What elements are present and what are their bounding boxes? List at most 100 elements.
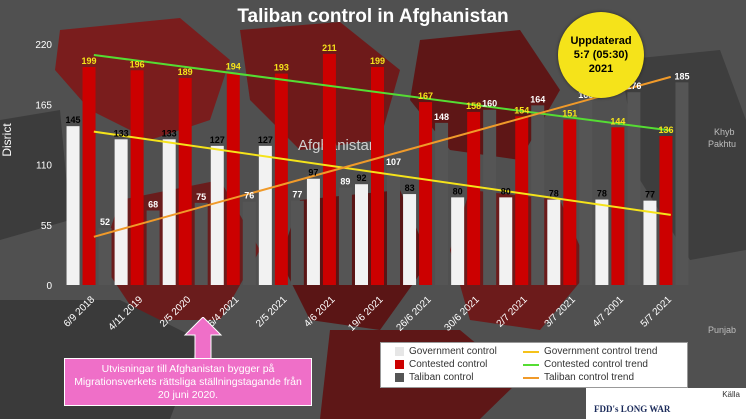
note-line: 20 juni 2020. [157, 388, 219, 401]
bar-government-control [66, 126, 80, 285]
x-tick-label: 26/6 2021 [394, 294, 434, 334]
data-label: 77 [645, 190, 655, 200]
x-tick-label: 2/5 2021 [254, 294, 290, 330]
legend-label: Contested control trend [544, 359, 648, 370]
data-label: 196 [130, 59, 145, 69]
up-arrow-icon [183, 317, 223, 359]
legend-item: Taliban control trend [523, 372, 634, 383]
data-label: 92 [356, 173, 366, 183]
legend-item: Contested control trend [523, 359, 648, 370]
x-tick-label: 30/6 2021 [443, 294, 483, 334]
data-label: 78 [597, 189, 607, 199]
legend-swatch [395, 360, 404, 369]
bar-government-control [114, 139, 128, 285]
data-label: 189 [178, 67, 193, 77]
data-label: 97 [308, 168, 318, 178]
data-label: 75 [196, 192, 206, 202]
data-label: 167 [418, 91, 433, 101]
updated-badge: Uppdaterad 5:7 (05:30) 2021 [558, 12, 644, 98]
data-label: 52 [100, 217, 110, 227]
x-tick-label: 3/7 2021 [543, 294, 579, 330]
legend-label: Taliban control [409, 372, 474, 383]
bars [66, 53, 689, 286]
data-label: 160 [482, 99, 497, 109]
bar-government-control [306, 178, 320, 285]
trend-line-government-control-trend [93, 130, 671, 216]
bar-taliban-control [290, 200, 304, 285]
source-logo: FDD's LONG WAR [594, 404, 671, 414]
bar-taliban-control [387, 167, 400, 285]
y-axis-label: Disrict [0, 123, 14, 157]
data-labels: 145 199 52 133 196 68 133 189 75 127 194 76 127 193 77… [66, 43, 690, 227]
bar-taliban-control [675, 82, 689, 285]
data-label: 107 [386, 157, 401, 167]
source-box: Källa FDD's LONG WAR [586, 388, 746, 419]
data-label: 199 [82, 56, 97, 66]
legend: Government control Contested control Tal… [380, 342, 688, 388]
data-label: 199 [370, 56, 385, 66]
y-tick-label: 0 [46, 281, 52, 292]
bar-taliban-control [194, 202, 208, 285]
map-label-city: Punjab [708, 325, 736, 335]
legend-line [523, 363, 539, 366]
x-axis: 6/9 2018 4/11 2019 2/5 2020 6/4 2021 2/5 202… [62, 294, 675, 334]
bar-contested-control [419, 102, 433, 286]
bar-contested-control [130, 70, 144, 285]
map-label-city: Pakhtu [708, 139, 736, 149]
x-tick-label: 2/7 2021 [495, 294, 531, 330]
data-label: 144 [610, 116, 625, 126]
bar-taliban-control [627, 92, 641, 285]
legend-label: Government control [409, 346, 497, 357]
y-tick-label: 165 [35, 100, 52, 111]
bar-contested-control [467, 111, 481, 285]
y-tick-label: 55 [41, 221, 53, 232]
bar-contested-control [563, 119, 577, 285]
bar-government-control [210, 145, 224, 285]
bar-contested-control [659, 136, 673, 285]
bar-taliban-control [242, 201, 256, 285]
bar-government-control [403, 194, 417, 285]
legend-item: Government control [395, 346, 497, 357]
data-label: 145 [66, 115, 81, 125]
legend-swatch [395, 347, 404, 356]
legend-label: Government control trend [544, 346, 658, 357]
bar-government-control [595, 199, 609, 285]
data-label: 89 [340, 177, 350, 187]
data-label: 151 [562, 109, 577, 119]
bar-contested-control [371, 67, 384, 285]
legend-label: Contested control [409, 359, 488, 370]
badge-line: 5:7 (05:30) [573, 49, 629, 61]
bar-contested-control [226, 72, 240, 286]
bar-government-control [643, 200, 657, 285]
data-label: 164 [530, 94, 545, 104]
bar-contested-control [515, 116, 529, 285]
data-label: 80 [453, 186, 463, 196]
map-region [0, 110, 70, 240]
legend-item: Government control trend [523, 346, 657, 357]
data-label: 133 [162, 128, 177, 138]
data-label: 68 [148, 200, 158, 210]
data-label: 133 [114, 128, 129, 138]
data-label: 83 [405, 183, 415, 193]
data-label: 136 [658, 125, 673, 135]
bar-government-control [547, 199, 561, 285]
data-label: 211 [322, 43, 337, 53]
deportation-note: Utvisningar till Afghanistan bygger på M… [64, 358, 312, 406]
trend-lines [93, 53, 672, 238]
data-label: 80 [501, 186, 511, 196]
y-tick-label: 110 [36, 161, 52, 172]
trend-line-taliban-control-trend [93, 75, 672, 238]
bar-taliban-control [338, 187, 352, 285]
map-label-city: Khyb [714, 127, 735, 137]
legend-swatch [395, 373, 404, 382]
data-label: 127 [258, 135, 273, 145]
x-tick-label: 6/9 2018 [62, 294, 98, 330]
y-axis: 0 55 110 165 220 [35, 40, 52, 292]
bar-government-control [499, 197, 513, 285]
legend-label: Taliban control trend [544, 372, 635, 383]
x-tick-label: 5/7 2021 [639, 294, 675, 330]
source-label: Källa [722, 390, 740, 399]
bar-government-control [162, 139, 176, 285]
x-tick-label: 4/11 2019 [107, 294, 146, 333]
y-tick-label: 220 [35, 40, 52, 51]
